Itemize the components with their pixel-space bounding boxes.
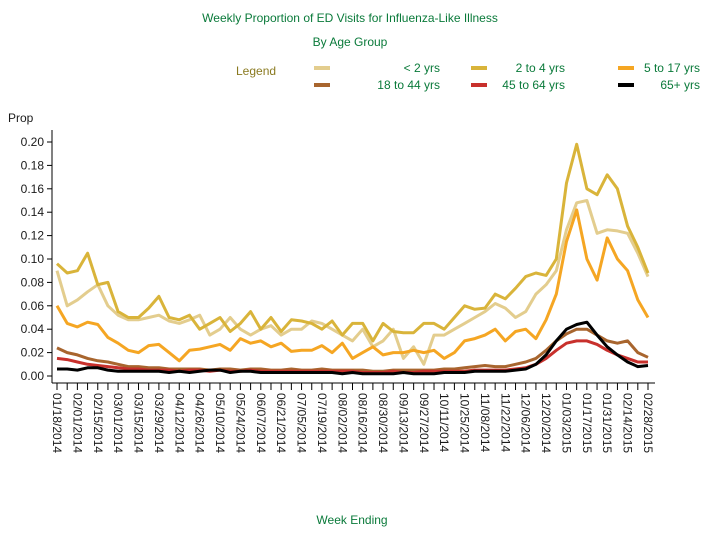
series-line xyxy=(55,208,650,363)
x-tick-label: 01/31/2015 xyxy=(600,393,614,453)
x-tick-label: 01/03/2015 xyxy=(559,393,573,453)
y-tick-label: 0.00 xyxy=(21,369,45,383)
x-tick-label: 06/07/2014 xyxy=(254,393,268,453)
x-tick-label: 10/11/2014 xyxy=(437,393,451,452)
series-line xyxy=(57,320,649,376)
legend-title: Legend xyxy=(236,64,276,78)
series-line xyxy=(55,199,650,366)
x-tick-label: 03/01/2014 xyxy=(111,393,125,453)
x-tick-label: 02/01/2014 xyxy=(70,393,84,453)
x-tick-label: 12/06/2014 xyxy=(519,393,533,453)
x-tick-label: 07/19/2014 xyxy=(315,393,329,453)
x-tick-label: 03/29/2014 xyxy=(152,393,166,453)
legend-label: 65+ yrs xyxy=(660,78,700,92)
y-tick-label: 0.12 xyxy=(21,229,45,243)
x-tick-label: 08/02/2014 xyxy=(335,393,349,453)
series-line xyxy=(55,142,650,343)
x-tick-label: 11/22/2014 xyxy=(498,393,512,452)
y-tick-label: 0.06 xyxy=(21,299,45,313)
x-tick-label: 02/15/2014 xyxy=(91,393,105,453)
legend-label: 2 to 4 yrs xyxy=(516,61,565,75)
x-tick-label: 01/18/2014 xyxy=(50,393,64,453)
x-tick-label: 05/24/2014 xyxy=(233,393,247,453)
y-tick-label: 0.08 xyxy=(21,275,45,289)
legend-label: 18 to 44 yrs xyxy=(377,78,440,92)
x-tick-label: 11/08/2014 xyxy=(478,393,492,452)
x-tick-label: 01/17/2015 xyxy=(580,393,594,453)
y-tick-label: 0.16 xyxy=(21,182,45,196)
x-tick-label: 07/05/2014 xyxy=(295,393,309,453)
x-tick-label: 12/20/2014 xyxy=(539,393,553,453)
y-tick-label: 0.14 xyxy=(21,205,45,219)
x-tick-label: 02/28/2015 xyxy=(641,393,655,453)
x-tick-label: 06/21/2014 xyxy=(274,393,288,453)
y-tick-label: 0.20 xyxy=(21,135,45,149)
x-tick-label: 04/26/2014 xyxy=(193,393,207,453)
x-tick-label: 02/14/2015 xyxy=(621,393,635,453)
x-tick-label: 10/25/2014 xyxy=(458,393,472,453)
legend-label: < 2 yrs xyxy=(404,61,440,75)
x-tick-label: 09/13/2014 xyxy=(396,393,410,453)
legend-label: 45 to 64 yrs xyxy=(502,78,565,92)
y-axis-label: Prop xyxy=(8,111,34,125)
y-tick-label: 0.10 xyxy=(21,252,45,266)
x-axis-label: Week Ending xyxy=(316,513,387,527)
y-tick-label: 0.18 xyxy=(21,158,45,172)
x-tick-label: 03/15/2014 xyxy=(132,393,146,453)
x-tick-label: 05/10/2014 xyxy=(213,393,227,453)
x-tick-label: 08/16/2014 xyxy=(356,393,370,453)
chart-title: Weekly Proportion of ED Visits for Influ… xyxy=(202,11,498,25)
x-tick-label: 08/30/2014 xyxy=(376,393,390,453)
y-tick-label: 0.02 xyxy=(21,346,45,360)
x-tick-label: 09/27/2014 xyxy=(417,393,431,453)
legend-label: 5 to 17 yrs xyxy=(644,61,700,75)
x-tick-label: 04/12/2014 xyxy=(172,393,186,453)
y-tick-label: 0.04 xyxy=(21,322,45,336)
chart-subtitle: By Age Group xyxy=(313,35,388,49)
